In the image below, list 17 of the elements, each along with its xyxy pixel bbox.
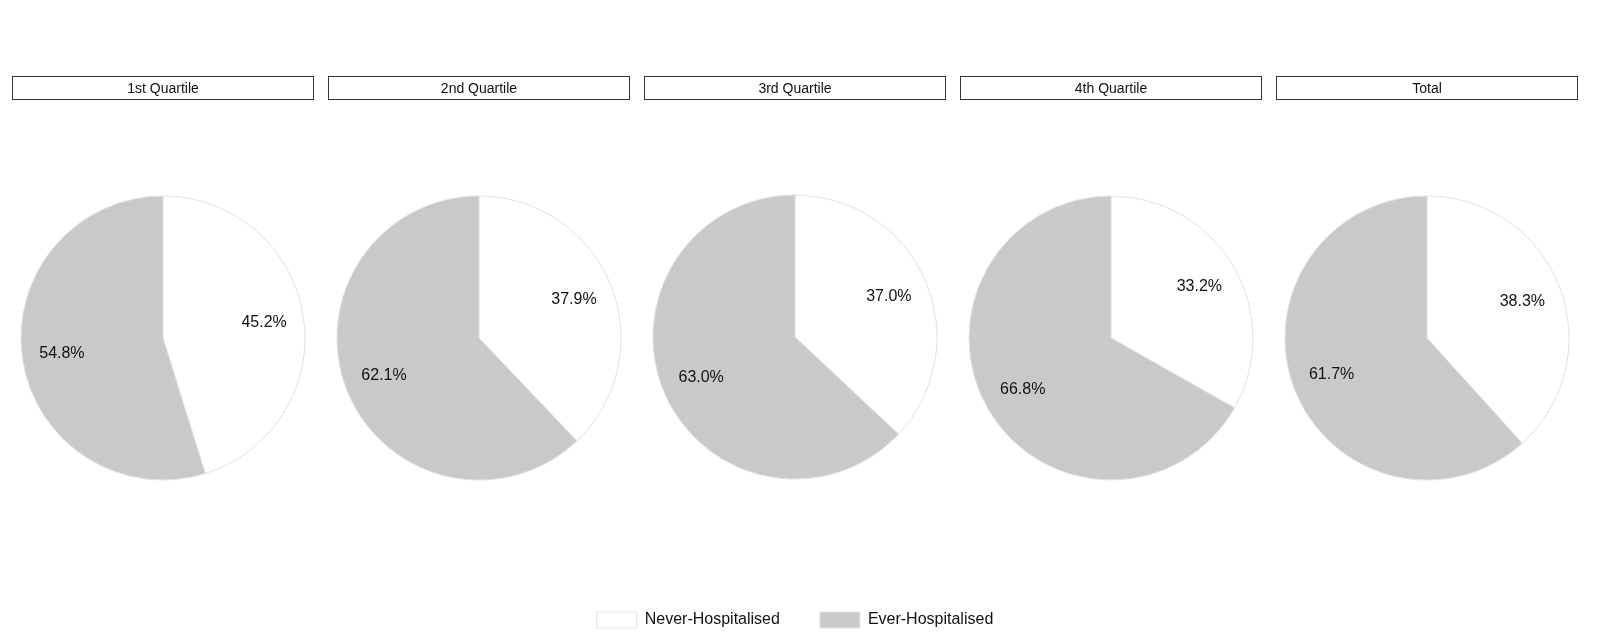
chart-title: 4th Quartile (960, 76, 1262, 100)
legend-label: Ever-Hospitalised (867, 610, 994, 628)
chart-title: 3rd Quartile (644, 76, 946, 100)
chart-title: 2nd Quartile (328, 76, 630, 100)
data-label: 37.9% (551, 290, 597, 308)
data-label: 54.8% (39, 343, 85, 361)
chart-title: 1st Quartile (12, 76, 314, 100)
data-label: 38.3% (1499, 291, 1546, 309)
data-label: 45.2% (241, 313, 287, 331)
data-label: 33.2% (1176, 276, 1223, 294)
chart-title: Total (1276, 76, 1578, 100)
data-label: 66.8% (999, 379, 1046, 397)
data-label: 63.0% (678, 368, 724, 386)
legend-label: Never-Hospitalised (644, 610, 780, 628)
data-label: 62.1% (361, 366, 407, 384)
data-label: 61.7% (1308, 365, 1355, 383)
data-label: 37.0% (866, 286, 912, 304)
